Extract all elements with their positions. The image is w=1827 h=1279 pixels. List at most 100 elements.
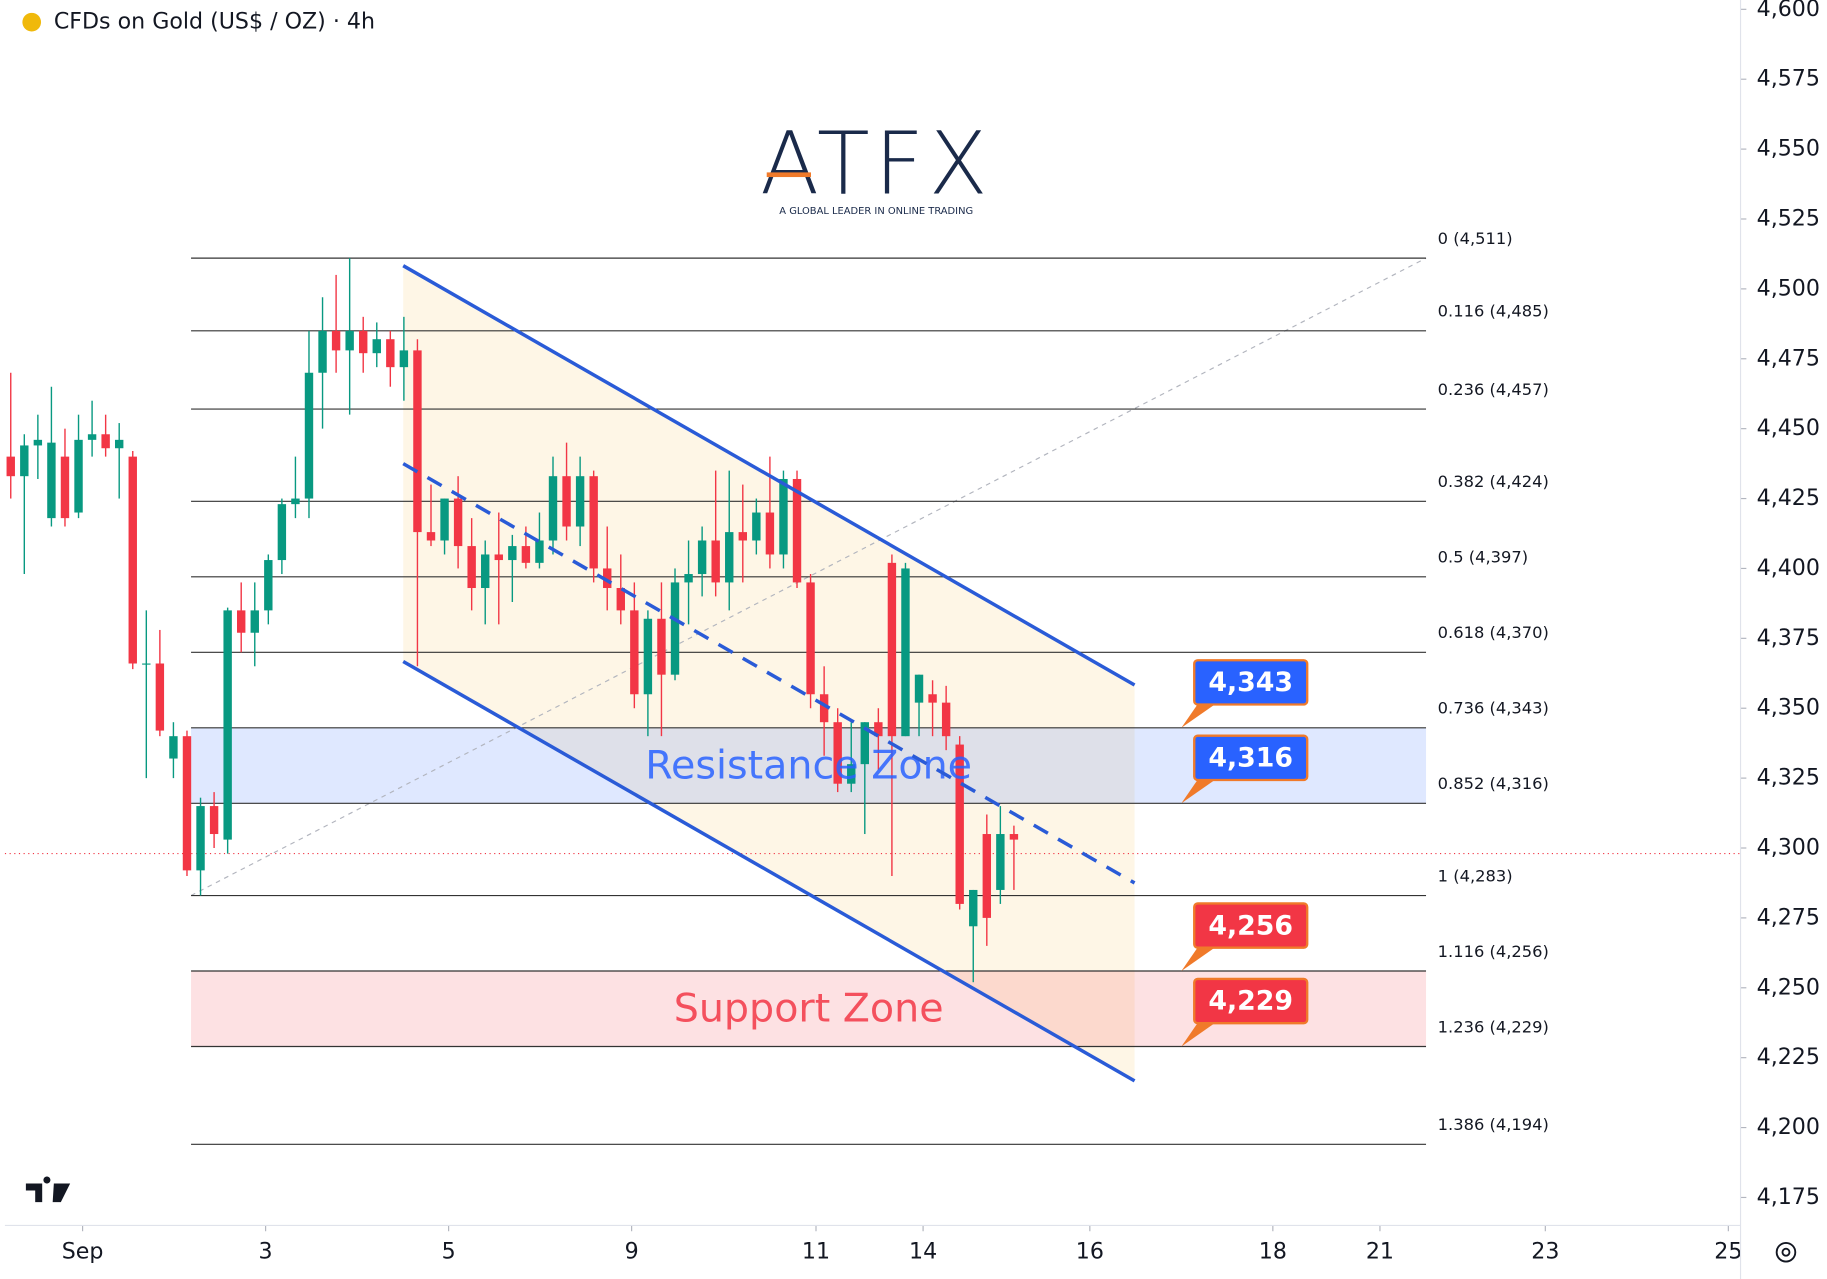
candle-body [874, 722, 883, 737]
y-tick-label: 4,175 [1757, 1184, 1820, 1210]
fib-label: 1 (4,283) [1438, 866, 1513, 885]
y-tick-label: 4,375 [1757, 625, 1820, 651]
y-tick-label: 4,200 [1757, 1114, 1820, 1140]
fib-label: 0.5 (4,397) [1438, 548, 1528, 567]
price-tag [1193, 977, 1309, 1025]
candle-body [318, 330, 327, 373]
candle-body [223, 610, 232, 840]
candle-body [996, 834, 1005, 890]
candle-body [860, 722, 870, 765]
candle-body [453, 498, 463, 547]
fib-label: 0.618 (4,370) [1438, 623, 1549, 642]
y-tick-label: 4,250 [1757, 974, 1820, 1000]
x-tick-label: 9 [625, 1239, 639, 1265]
candle-body [196, 806, 205, 871]
tv-logo [25, 1176, 71, 1203]
fib-label: 1.236 (4,229) [1438, 1017, 1549, 1036]
tv-logo-mark [25, 1176, 71, 1203]
candle-body [386, 339, 395, 368]
candle-body [792, 478, 802, 583]
fib-trend [190, 257, 1427, 897]
candle-body [833, 722, 842, 784]
candle-body [33, 439, 43, 446]
x-tick-label: 16 [1076, 1239, 1104, 1265]
candle-body [508, 546, 517, 561]
candle-body [60, 456, 70, 519]
x-tick-label: 21 [1366, 1239, 1394, 1265]
candle-body [806, 582, 815, 695]
candle-body [372, 339, 381, 354]
price-tag-label: 4,229 [1208, 986, 1293, 1017]
fib-label: 0 (4,511) [1438, 229, 1513, 248]
candle-body [684, 574, 693, 583]
candle-body [345, 330, 354, 351]
candle-body [155, 663, 165, 731]
settings-icon[interactable] [1775, 1241, 1797, 1263]
candle-body [819, 694, 829, 723]
candle-body [74, 439, 83, 513]
candle-body [331, 330, 341, 351]
price-tag-label: 4,256 [1208, 910, 1293, 941]
candle-body [643, 618, 653, 695]
candle-body [928, 694, 937, 703]
y-tick-label: 4,325 [1757, 765, 1820, 791]
x-tick-label: 5 [442, 1239, 456, 1265]
zone-label: Support Zone [674, 986, 944, 1032]
y-tick-label: 4,550 [1757, 136, 1820, 162]
x-tick-label: 11 [802, 1239, 830, 1265]
candle-body [738, 532, 747, 541]
y-tick-label: 4,350 [1757, 695, 1820, 721]
candle-body [494, 554, 503, 561]
candle-body [725, 532, 734, 583]
y-tick-label: 4,500 [1757, 275, 1820, 301]
fib-label: 1.386 (4,194) [1438, 1115, 1549, 1134]
y-tick-label: 4,225 [1757, 1044, 1820, 1070]
candle-body [535, 540, 544, 563]
candle-body [779, 478, 788, 555]
fib-label: 0.236 (4,457) [1438, 380, 1549, 399]
candle-body [114, 439, 124, 449]
price-tag [1193, 734, 1309, 782]
chart-title: CFDs on Gold (US$ / OZ) · 4h [54, 9, 375, 35]
channel-middle [402, 462, 1136, 885]
candle-body [616, 588, 625, 611]
channel-lower [402, 660, 1136, 1083]
candle-body [142, 663, 151, 665]
settings-core[interactable] [1781, 1247, 1791, 1257]
candle-body [399, 350, 409, 368]
front-layer: 4,175 4,200 4,225 4,250 4,275 4,300 4,325 4,350… [62, 0, 1820, 1265]
y-tick-label: 4,600 [1757, 0, 1820, 22]
candle-body [47, 442, 56, 519]
price-tag [1193, 659, 1309, 706]
candle-body [169, 736, 178, 759]
fib-label: 0.736 (4,343) [1438, 699, 1549, 718]
candle-body [481, 554, 490, 589]
y-tick-label: 4,450 [1757, 415, 1820, 441]
x-tick-label: 3 [259, 1239, 273, 1265]
x-tick-label: 25 [1714, 1239, 1742, 1265]
candle-body [657, 618, 666, 675]
price-tag-label: 4,343 [1208, 667, 1293, 698]
candle-body [941, 702, 951, 737]
fib-label: 1.116 (4,256) [1438, 942, 1549, 961]
candle-body [359, 330, 368, 354]
candle-body [887, 562, 897, 737]
candle-body [982, 834, 992, 918]
candle-body [548, 476, 558, 541]
logo: ATFX [760, 115, 992, 215]
candle-body [6, 456, 15, 477]
price-tag [1193, 902, 1309, 949]
settings-ring[interactable] [1775, 1241, 1797, 1263]
x-tick-label: Sep [62, 1239, 104, 1265]
candle-body [440, 498, 449, 541]
background [4, 0, 1823, 1279]
price-tag-label: 4,316 [1208, 743, 1293, 774]
channel-upper [402, 264, 1136, 687]
candle-body [969, 889, 978, 927]
candle-body [101, 434, 110, 449]
candle-body [670, 582, 680, 675]
y-tick-label: 4,400 [1757, 555, 1820, 581]
x-tick-label: 18 [1259, 1239, 1287, 1265]
candle-body [426, 532, 436, 541]
